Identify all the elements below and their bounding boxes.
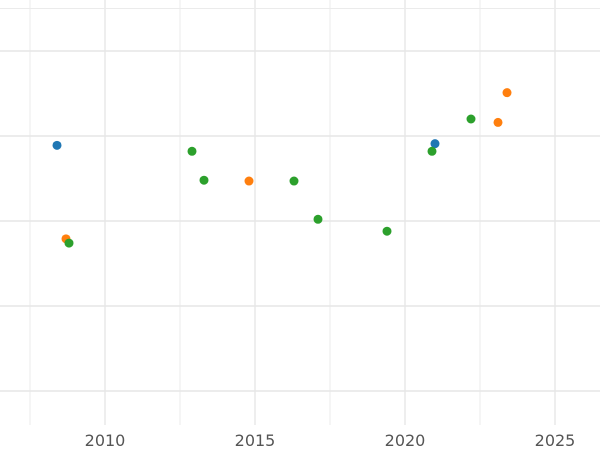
data-point xyxy=(199,175,209,185)
data-point xyxy=(427,146,437,156)
x-tick-label: 2010 xyxy=(85,431,126,450)
data-point xyxy=(382,226,392,236)
x-tick-label: 2020 xyxy=(385,431,426,450)
x-tick-labels: 2010 2015 2020 2025 xyxy=(85,431,576,450)
data-point xyxy=(493,117,503,127)
data-point xyxy=(187,146,197,156)
data-points xyxy=(52,88,512,248)
data-point xyxy=(430,139,440,149)
x-tick-label: 2025 xyxy=(535,431,576,450)
x-tick-label: 2015 xyxy=(235,431,276,450)
y-gridlines xyxy=(0,8,600,392)
data-point xyxy=(289,176,299,186)
data-point xyxy=(64,238,74,248)
x-gridlines xyxy=(29,0,556,425)
data-point xyxy=(502,88,512,98)
data-point xyxy=(52,140,62,150)
data-point xyxy=(466,114,476,124)
data-point xyxy=(244,176,254,186)
data-point xyxy=(313,214,323,224)
